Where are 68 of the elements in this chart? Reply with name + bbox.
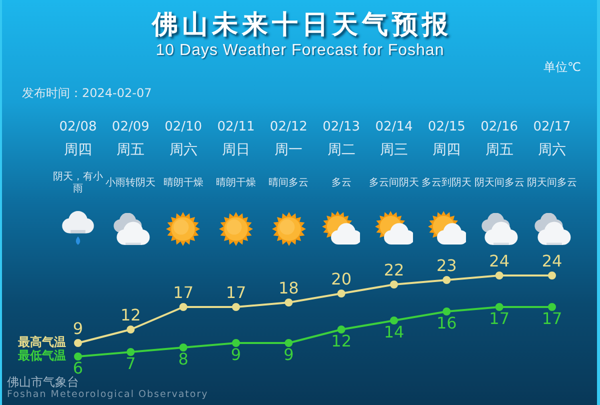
x-tick-label: 02/14 周三 (375, 119, 413, 158)
point (390, 280, 398, 288)
data-label: 12 (331, 332, 352, 351)
x-tick-label: 02/10 周六 (164, 119, 202, 158)
text: 小雨转阴天 (106, 176, 156, 189)
text: 多云间阴天 (369, 176, 419, 189)
point (442, 276, 451, 284)
x-tick-label: 02/12 周一 (270, 119, 308, 158)
text: 晴朗干燥 (216, 176, 256, 189)
series-label: 最低气温 (17, 348, 66, 363)
x-tick-label: 02/16 周五 (480, 119, 518, 158)
point (126, 348, 135, 356)
data-label: 9 (230, 345, 242, 364)
point (337, 326, 346, 334)
data-label: 24 (489, 252, 510, 271)
text: 阴天间多云 (474, 176, 524, 189)
text: 单位℃ (544, 60, 581, 74)
data-label: 9 (284, 345, 294, 364)
data-label: 7 (126, 354, 136, 374)
point (74, 352, 82, 360)
point (495, 272, 504, 280)
data-label: 16 (436, 314, 457, 333)
point (548, 272, 556, 280)
text: 阴天间多云 (527, 176, 577, 189)
x-tick-label: 02/11 周日 (217, 119, 255, 158)
data-label: 17 (542, 309, 562, 328)
text: 发布时间：2024-02-07 (22, 86, 152, 100)
x-tick-label: 02/13 周二 (322, 119, 360, 158)
point (548, 303, 556, 311)
point (179, 344, 188, 352)
x-tick-label: 02/17 周六 (533, 119, 571, 158)
text: 佛山市气象台 (7, 375, 79, 389)
point (390, 316, 398, 324)
point (495, 303, 504, 311)
data-label: 22 (384, 260, 404, 280)
series-label: 最高气温 (17, 335, 66, 350)
text: 多云 (331, 176, 352, 189)
x-tick-label: 02/08 周四 (59, 119, 97, 158)
data-label: 14 (384, 322, 404, 342)
point (232, 339, 240, 347)
data-label: 23 (436, 256, 457, 276)
text: 晴间多云 (268, 176, 309, 189)
data-label: 6 (72, 358, 84, 378)
data-label: 17 (489, 309, 510, 328)
point (337, 290, 346, 298)
point (284, 298, 293, 306)
point (284, 339, 293, 347)
point (126, 326, 135, 334)
x-tick-label: 02/09 周五 (112, 119, 150, 158)
point (442, 308, 451, 316)
data-label: 17 (173, 283, 194, 302)
data-label: 20 (331, 270, 352, 289)
point (232, 303, 240, 311)
text: 阴天，有小雨 (53, 170, 103, 195)
text: Foshan Meteorological Observatory (7, 389, 208, 400)
chart-subtitle: 10 Days Weather Forecast for Foshan (154, 42, 446, 60)
data-label: 9 (72, 319, 84, 338)
point (179, 303, 188, 311)
data-label: 17 (226, 283, 246, 302)
data-label: 12 (120, 306, 141, 325)
data-label: 24 (542, 252, 562, 271)
data-label: 8 (178, 350, 188, 369)
chart-title: 佛山未来十日天气预报 (150, 9, 453, 41)
text: 晴朗干燥 (163, 176, 204, 189)
x-tick-label: 02/15 周四 (428, 119, 466, 158)
data-label: 18 (278, 278, 299, 298)
point (74, 339, 82, 347)
text: 多云到阴天 (422, 176, 472, 189)
